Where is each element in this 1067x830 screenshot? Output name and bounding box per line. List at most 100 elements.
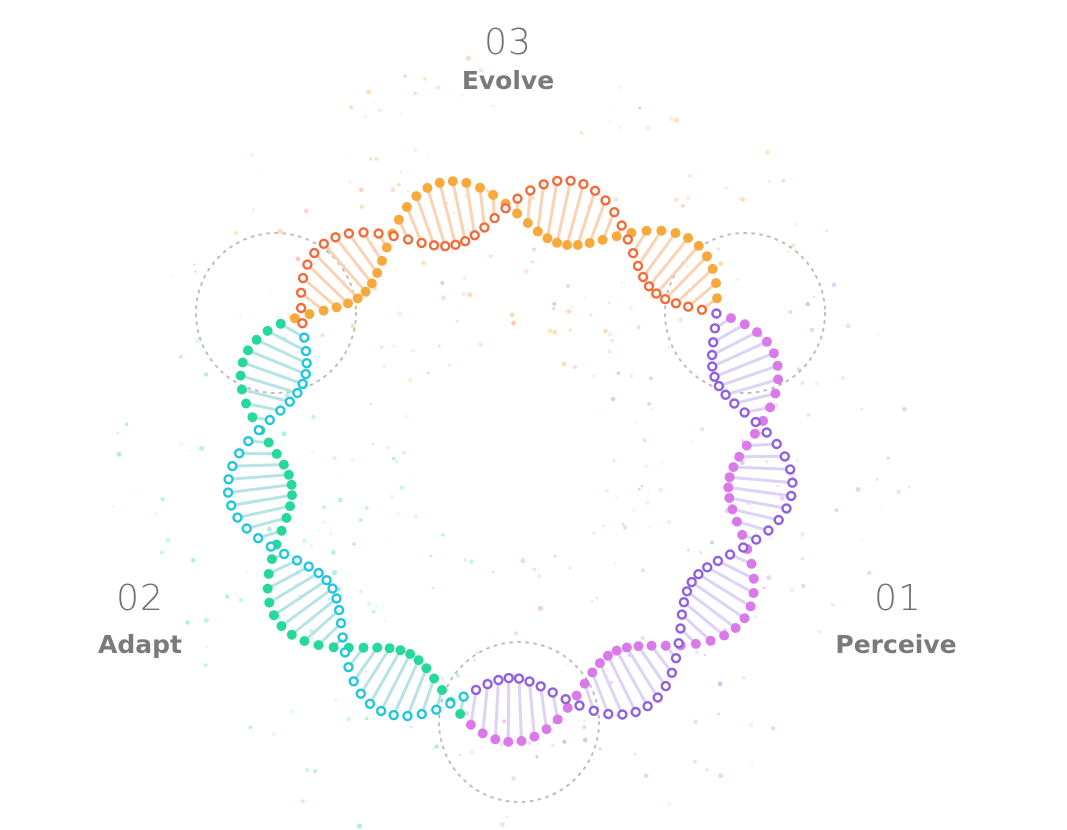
particle-dot <box>409 478 411 481</box>
helix-dot-ring <box>786 490 797 502</box>
helix-dot-ring <box>292 387 303 399</box>
particle-dot <box>427 156 430 159</box>
particle-dot <box>179 355 183 359</box>
helix-dot-ring <box>686 576 697 588</box>
helix-dot-ring <box>279 548 290 560</box>
helix-dot-filled <box>765 402 776 413</box>
particle-dot <box>271 731 276 737</box>
particle-dot <box>818 630 821 633</box>
helix-dot-ring <box>676 609 688 620</box>
particle-dot <box>814 381 819 386</box>
particle-dot <box>386 445 390 450</box>
particle-dot <box>404 414 408 419</box>
particle-dot <box>455 320 459 324</box>
helix-rung <box>239 374 299 395</box>
particle-dot <box>598 747 602 751</box>
helix-dot-filled <box>278 459 289 470</box>
stage-02-label: Adapt <box>98 630 182 659</box>
helix-dot-filled <box>360 286 371 297</box>
particle-dot <box>591 600 594 603</box>
helix-dot-ring <box>670 298 682 309</box>
helix-dot-filled <box>268 610 279 621</box>
helix-dot-ring <box>617 709 628 720</box>
helix-dot-ring <box>355 688 366 699</box>
helix-dot-filled <box>283 469 294 480</box>
particle-dot <box>607 350 612 354</box>
particle-dot <box>428 709 432 712</box>
helix-rung <box>717 364 780 388</box>
helix-dot-ring <box>297 378 308 390</box>
helix-dot-ring <box>651 288 662 299</box>
particle-dot <box>350 458 355 463</box>
particle-dot <box>809 327 814 332</box>
particle-dot <box>252 208 255 211</box>
helix-dot-filled <box>602 650 613 661</box>
helix-rung <box>690 580 746 620</box>
particle-dot <box>429 554 433 558</box>
helix-dot-ring <box>720 389 731 400</box>
particle-dot <box>462 277 466 280</box>
particle-dot <box>583 297 586 299</box>
particle-dot <box>612 459 616 463</box>
helix-rung <box>650 644 674 675</box>
particle-dot <box>703 653 706 657</box>
particle-dot <box>640 635 645 641</box>
particle-dot <box>374 156 379 161</box>
helix-dot-ring <box>660 680 671 692</box>
helix-rung <box>598 661 624 716</box>
helix-rung <box>280 587 334 628</box>
particle-dot <box>860 408 864 411</box>
helix-dot-filled <box>584 238 595 248</box>
helix-dot-filled <box>286 629 297 640</box>
helix-dot-filled <box>285 501 296 512</box>
particle-dot <box>603 328 608 334</box>
helix-rung <box>240 388 292 404</box>
particle-dot <box>523 268 529 274</box>
particle-dot <box>461 291 466 296</box>
helix-dot-ring <box>402 710 413 722</box>
helix-dot-filled <box>262 325 273 336</box>
particle-dot <box>509 312 515 318</box>
particle-dot <box>801 583 806 588</box>
particle-dot <box>364 716 369 721</box>
particle-dot <box>568 566 572 570</box>
particle-dot <box>748 723 754 728</box>
helix-dot-ring <box>416 237 427 249</box>
helix-dot-filled <box>611 645 622 656</box>
particle-dot <box>667 802 672 806</box>
helix-dot-ring <box>513 673 525 684</box>
helix-dot-filled <box>247 412 258 423</box>
helix-dot-filled <box>611 231 622 242</box>
particle-dot <box>813 295 816 298</box>
particle-dot <box>194 270 197 273</box>
helix-dot-filled <box>690 638 701 649</box>
helix-rung <box>322 242 368 294</box>
particle-dot <box>413 148 418 153</box>
particle-dot <box>320 333 325 338</box>
helix-dot-ring <box>303 561 314 572</box>
helix-dot-filled <box>251 334 262 345</box>
particle-dot <box>825 229 828 232</box>
particle-dot <box>399 485 404 490</box>
helix-dot-ring <box>313 567 324 579</box>
particle-dot <box>736 278 739 282</box>
helix-dot-ring <box>428 240 440 251</box>
particle-dot <box>249 152 254 158</box>
particle-dot <box>246 571 249 573</box>
particle-dot <box>695 650 699 654</box>
helix-dot-ring <box>364 698 376 709</box>
helix-dot-filled <box>522 218 533 228</box>
helix-dot-ring <box>652 692 663 703</box>
helix-dot-ring <box>470 684 482 696</box>
helix-dot-ring <box>275 405 286 416</box>
helix-dot-ring <box>227 460 238 472</box>
helix-dot-filled <box>465 719 476 730</box>
particle-dot <box>649 526 652 528</box>
helix-dot-filled <box>421 663 432 674</box>
helix-rung <box>420 677 436 716</box>
helix-dot-filled <box>299 636 310 646</box>
particle-dot <box>313 355 316 358</box>
particle-dot <box>738 197 741 201</box>
helix-rung <box>606 654 638 714</box>
particle-dot <box>764 459 769 464</box>
